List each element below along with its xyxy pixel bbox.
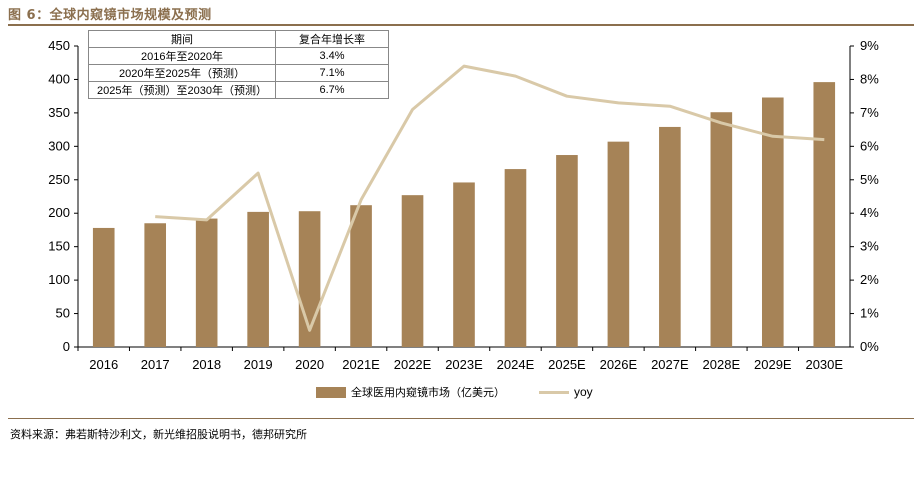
x-tick-label: 2018 — [192, 357, 221, 372]
bar — [92, 227, 115, 347]
y-left-tick-label: 0 — [63, 339, 70, 354]
footer-rule — [8, 418, 914, 419]
y-left-tick-label: 50 — [56, 306, 70, 321]
bar — [813, 82, 836, 348]
legend-bar-label: 全球医用内窥镜市场（亿美元） — [351, 386, 505, 399]
bar — [504, 169, 527, 347]
bar — [453, 182, 475, 347]
x-tick-label: 2025E — [548, 357, 586, 372]
yoy-line — [155, 64, 825, 332]
figure-title: 图 6：全球内窥镜市场规模及预测 — [8, 8, 212, 23]
x-tick-label: 2016 — [89, 357, 118, 372]
y-right-tick-label: 9% — [860, 38, 879, 53]
x-tick-label: 2028E — [703, 357, 741, 372]
x-tick-label: 2030E — [805, 357, 843, 372]
bar — [659, 126, 681, 348]
y-left-tick-label: 150 — [48, 239, 70, 254]
cagr-row: 2020年至2025年（预测） 7.1% — [88, 64, 389, 82]
source-note: 资料来源：弗若斯特沙利文，新光维招股说明书，德邦研究所 — [10, 428, 307, 441]
bar — [401, 195, 424, 347]
cagr-period: 2020年至2025年（预测） — [88, 64, 276, 82]
cagr-header-rate: 复合年增长率 — [275, 30, 389, 48]
x-tick-label: 2022E — [394, 357, 432, 372]
x-tick-label: 2026E — [600, 357, 638, 372]
y-left-tick-label: 400 — [48, 71, 70, 86]
cagr-row: 2025年（预测）至2030年（预测） 6.7% — [88, 81, 389, 99]
bar — [247, 211, 269, 347]
chart-canvas: 0 50 100 150 200 250 300 350 400 450 0% 1% 2% 3% 4% 5% 6… — [48, 38, 879, 372]
x-tick-label: 2024E — [497, 357, 535, 372]
chart-legend: 全球医用内窥镜市场（亿美元） yoy — [316, 384, 593, 400]
bar — [710, 112, 733, 347]
cagr-header-period: 期间 — [88, 30, 276, 48]
x-tick-label: 2020 — [295, 357, 324, 372]
y-right-tick-label: 4% — [860, 205, 879, 220]
bar — [350, 205, 372, 347]
y-right-tick-label: 3% — [860, 239, 879, 254]
x-tick-label: 2023E — [445, 357, 483, 372]
bar — [195, 218, 218, 347]
legend-line-swatch — [539, 390, 569, 394]
cagr-row: 2016年至2020年 3.4% — [88, 47, 389, 65]
x-tick-label: 2027E — [651, 357, 689, 372]
y-right-tick-label: 1% — [860, 306, 879, 321]
y-left-tick-label: 100 — [48, 272, 70, 287]
y-right-tick-label: 8% — [860, 71, 879, 86]
bar — [556, 155, 578, 347]
y-right-tick-label: 7% — [860, 105, 879, 120]
bar — [761, 97, 784, 347]
y-right-tick-label: 6% — [860, 138, 879, 153]
x-tick-label: 2029E — [754, 357, 792, 372]
legend-line-label: yoy — [574, 385, 593, 399]
y-right-tick-label: 5% — [860, 172, 879, 187]
y-left-tick-label: 200 — [48, 205, 70, 220]
x-tick-label: 2021E — [342, 357, 380, 372]
cagr-table-header: 期间 复合年增长率 — [88, 30, 389, 48]
cagr-rate: 6.7% — [275, 81, 389, 99]
y-left-tick-label: 300 — [48, 138, 70, 153]
y-left-tick-label: 450 — [48, 38, 70, 53]
x-tick-label: 2019 — [244, 357, 273, 372]
bar — [607, 141, 630, 347]
cagr-rate: 7.1% — [275, 64, 389, 82]
y-right-tick-label: 2% — [860, 272, 879, 287]
x-tick-label: 2017 — [141, 357, 170, 372]
bar — [144, 223, 167, 347]
cagr-rate: 3.4% — [275, 47, 389, 65]
y-left-tick-label: 350 — [48, 105, 70, 120]
cagr-period: 2016年至2020年 — [88, 47, 276, 65]
legend-bar-swatch — [316, 386, 346, 398]
y-right-tick-label: 0% — [860, 339, 879, 354]
y-left-tick-label: 250 — [48, 172, 70, 187]
cagr-period: 2025年（预测）至2030年（预测） — [88, 81, 276, 99]
cagr-table: 期间 复合年增长率 2016年至2020年 3.4% 2020年至2025年（预… — [88, 30, 389, 99]
title-rule — [8, 24, 914, 26]
